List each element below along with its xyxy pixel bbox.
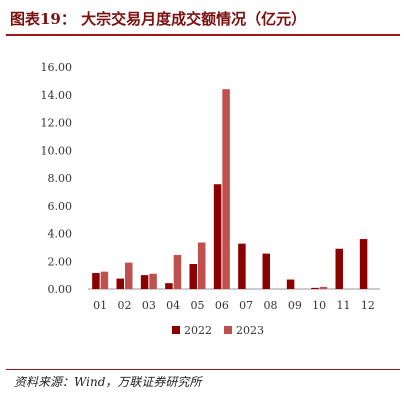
bar-2022-07 (238, 243, 246, 289)
x-tick-label: 01 (93, 299, 107, 312)
legend-label-2022: 2022 (184, 324, 212, 337)
x-tick-label: 09 (288, 299, 302, 312)
bar-2022-11 (335, 248, 343, 289)
legend-swatch-2022 (172, 326, 180, 334)
x-tick-label: 06 (215, 299, 229, 312)
x-axis: 01 02 03 04 05 06 07 08 09 10 11 12 (88, 288, 380, 312)
bar-2022-04 (165, 283, 173, 289)
y-tick-label: 2.00 (48, 255, 73, 268)
bar-2022-09 (286, 279, 295, 289)
source-note: 资料来源：Wind，万联证券研究所 (14, 375, 202, 389)
y-tick-label: 8.00 (48, 172, 73, 185)
x-tick-label: 03 (142, 299, 156, 312)
y-tick-label: 0.00 (48, 283, 73, 296)
bar-2022-10 (311, 287, 319, 289)
bar-2022-01 (92, 273, 100, 289)
bars (92, 89, 368, 289)
bar-2023-03 (149, 273, 157, 289)
y-tick-label: 4.00 (48, 228, 73, 241)
y-tick-label: 6.00 (48, 200, 73, 213)
y-tick-label: 16.00 (41, 61, 73, 74)
bar-2023-06 (222, 89, 230, 289)
figure-title: 图表19： 大宗交易月度成交额情况（亿元） (10, 10, 307, 28)
x-tick-label: 12 (361, 299, 375, 312)
bar-2022-03 (140, 275, 149, 289)
bar-2023-02 (125, 262, 133, 289)
x-tick-label: 08 (264, 299, 278, 312)
y-tick-label: 12.00 (41, 117, 73, 130)
x-tick-label: 02 (118, 299, 132, 312)
legend-swatch-2023 (224, 326, 232, 334)
source-rule (6, 369, 400, 370)
bar-chart: 0.00 2.00 4.00 6.00 8.00 10.00 12.00 14.00 16.00… (41, 61, 380, 337)
x-tick-label: 07 (239, 299, 253, 312)
y-tick-label: 10.00 (41, 144, 73, 157)
bar-2022-05 (189, 264, 197, 289)
bar-2023-04 (173, 255, 182, 289)
y-tick-label: 14.00 (41, 89, 73, 102)
bar-2023-05 (198, 242, 206, 289)
x-tick-label: 04 (166, 299, 180, 312)
title-rule (6, 34, 400, 36)
bar-2022-02 (116, 278, 124, 289)
x-tick-label: 10 (312, 299, 326, 312)
legend: 2022 2023 (172, 324, 264, 337)
bar-2022-06 (213, 184, 222, 289)
x-tick-label: 05 (191, 299, 205, 312)
x-tick-label: 11 (337, 299, 351, 312)
y-axis: 0.00 2.00 4.00 6.00 8.00 10.00 12.00 14.00 16.00 (41, 61, 73, 296)
bar-2023-10 (319, 286, 328, 289)
legend-label-2023: 2023 (236, 324, 264, 337)
bar-2022-08 (262, 253, 270, 289)
bar-2023-01 (100, 271, 109, 289)
bar-2022-12 (359, 239, 368, 289)
